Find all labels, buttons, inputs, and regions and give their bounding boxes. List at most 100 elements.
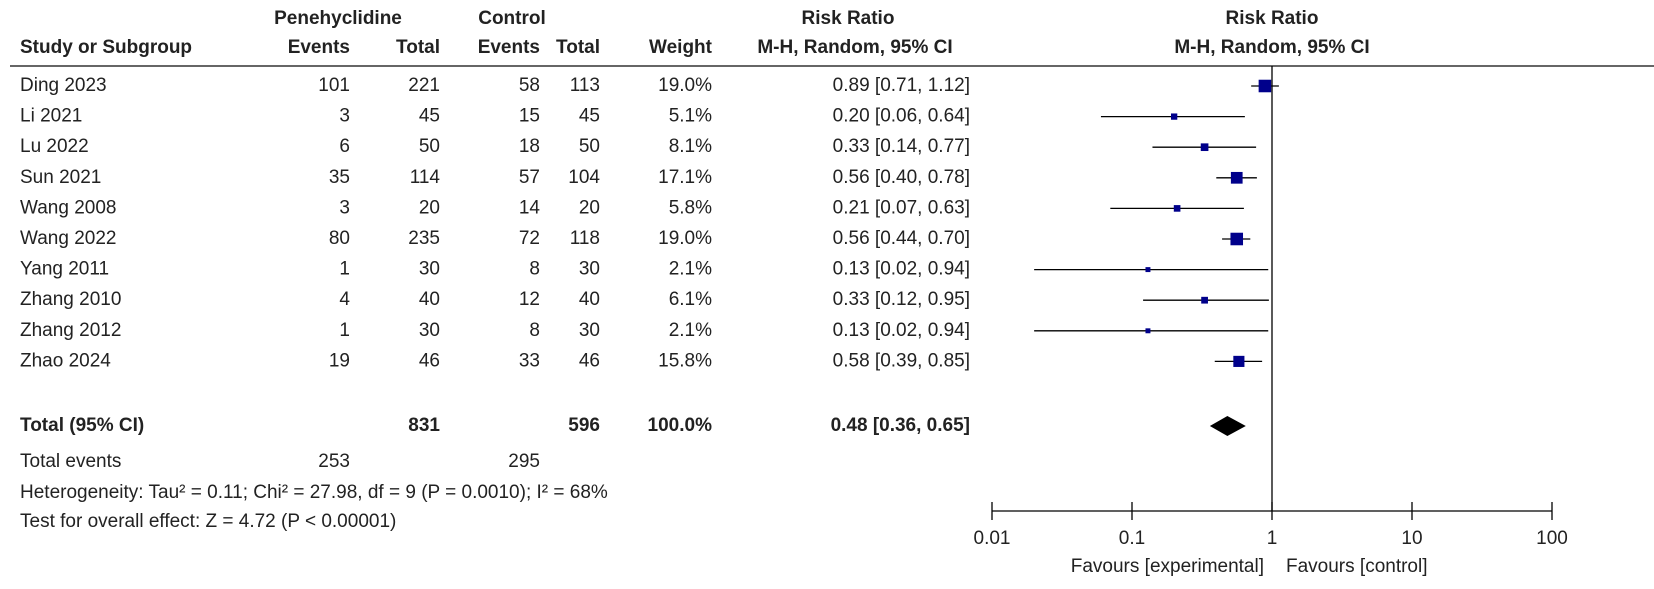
total-ctrl: 596	[568, 415, 600, 436]
exp-events: 35	[329, 167, 350, 188]
weight: 19.0%	[658, 228, 712, 249]
effect-square	[1258, 79, 1272, 93]
study-name: Zhang 2012	[20, 320, 121, 341]
group-header: Control	[478, 8, 546, 29]
study-name: Zhao 2024	[20, 350, 111, 371]
study-name: Zhang 2010	[20, 289, 121, 310]
exp-events: 80	[329, 228, 350, 249]
exp-total: 30	[419, 320, 440, 341]
exp-total: 50	[419, 136, 440, 157]
effect-square	[1145, 328, 1151, 334]
ctrl-events: 58	[519, 75, 540, 96]
ctrl-total: 46	[579, 350, 600, 371]
x-tick-label: 0.1	[1119, 528, 1145, 549]
ctrl-events: 57	[519, 167, 540, 188]
effect-square	[1201, 296, 1208, 304]
total-events-exp: 253	[318, 451, 350, 472]
effect-square	[1173, 205, 1181, 212]
exp-total: 30	[419, 259, 440, 280]
risk-ratio-ci: 0.33 [0.14, 0.77]	[833, 136, 970, 157]
ctrl-total: 40	[579, 289, 600, 310]
total-label: Total (95% CI)	[20, 415, 144, 436]
plot-header: Risk Ratio	[1226, 8, 1319, 29]
pooled-diamond	[1209, 416, 1246, 436]
exp-total: 40	[419, 289, 440, 310]
study-name: Lu 2022	[20, 136, 89, 157]
exp-total: 235	[408, 228, 440, 249]
ctrl-total: 118	[570, 228, 600, 249]
x-tick-label: 100	[1536, 528, 1568, 549]
exp-total: 45	[419, 106, 440, 127]
overall-effect: Test for overall effect: Z = 4.72 (P < 0…	[20, 511, 396, 532]
risk-ratio-ci: 0.56 [0.44, 0.70]	[833, 228, 970, 249]
study-name: Li 2021	[20, 106, 82, 127]
ctrl-events: 15	[519, 106, 540, 127]
ctrl-total: 50	[579, 136, 600, 157]
ctrl-events: 12	[519, 289, 540, 310]
exp-events: 4	[339, 289, 350, 310]
weight: 2.1%	[669, 320, 712, 341]
exp-events: 3	[339, 106, 350, 127]
ctrl-total: 104	[568, 167, 600, 188]
weight: 5.1%	[669, 106, 712, 127]
ctrl-total: 20	[579, 197, 600, 218]
ctrl-events: 18	[519, 136, 540, 157]
risk-ratio-ci: 0.33 [0.12, 0.95]	[833, 289, 970, 310]
exp-events: 1	[339, 259, 350, 280]
ctrl-events: 33	[519, 350, 540, 371]
risk-ratio-ci: 0.58 [0.39, 0.85]	[833, 350, 970, 371]
effect-square	[1230, 171, 1243, 184]
ctrl-events: 8	[529, 259, 540, 280]
exp-total: 114	[410, 167, 441, 188]
ctrl-total: 45	[579, 106, 600, 127]
column-header: Events	[288, 37, 350, 58]
total-events-label: Total events	[20, 451, 121, 472]
effect-square	[1170, 113, 1178, 120]
risk-ratio-ci: 0.89 [0.71, 1.12]	[833, 75, 970, 96]
effect-square	[1200, 143, 1209, 152]
study-name: Yang 2011	[20, 259, 109, 280]
exp-events: 19	[329, 350, 350, 371]
exp-total: 46	[419, 350, 440, 371]
group-header: Penehyclidine	[274, 8, 402, 29]
favours-right: Favours [control]	[1286, 556, 1428, 577]
x-tick-label: 0.01	[974, 528, 1011, 549]
exp-total: 20	[419, 197, 440, 218]
favours-left: Favours [experimental]	[1071, 556, 1264, 577]
exp-events: 3	[339, 197, 350, 218]
study-name: Wang 2022	[20, 228, 116, 249]
risk-ratio-ci: 0.21 [0.07, 0.63]	[833, 197, 970, 218]
x-tick-label: 1	[1267, 528, 1278, 549]
column-header: Weight	[649, 37, 713, 58]
exp-events: 6	[339, 136, 350, 157]
column-header: Study or Subgroup	[20, 37, 192, 58]
total-weight: 100.0%	[648, 415, 713, 436]
study-name: Ding 2023	[20, 75, 107, 96]
study-name: Wang 2008	[20, 197, 116, 218]
risk-ratio-ci: 0.13 [0.02, 0.94]	[833, 320, 970, 341]
weight: 5.8%	[669, 197, 712, 218]
weight: 15.8%	[658, 350, 712, 371]
risk-ratio-ci: 0.13 [0.02, 0.94]	[833, 259, 970, 280]
risk-ratio-ci: 0.20 [0.06, 0.64]	[833, 106, 970, 127]
exp-events: 101	[318, 75, 350, 96]
column-header: Events	[478, 37, 540, 58]
risk-ratio-ci: 0.56 [0.40, 0.78]	[833, 167, 970, 188]
exp-total: 221	[408, 75, 440, 96]
effect-square	[1145, 267, 1151, 273]
weight: 6.1%	[669, 289, 712, 310]
ctrl-total: 30	[579, 320, 600, 341]
weight: 8.1%	[669, 136, 712, 157]
total-rr: 0.48 [0.36, 0.65]	[831, 415, 970, 436]
ctrl-total: 30	[579, 259, 600, 280]
heterogeneity: Heterogeneity: Tau² = 0.11; Chi² = 27.98…	[20, 482, 608, 503]
study-name: Sun 2021	[20, 167, 101, 188]
column-header: Total	[396, 37, 440, 58]
effect-header: Risk Ratio	[802, 8, 895, 29]
total-exp: 831	[408, 415, 440, 436]
effect-square	[1233, 355, 1245, 367]
weight: 17.1%	[658, 167, 712, 188]
ctrl-events: 8	[529, 320, 540, 341]
ctrl-events: 14	[519, 197, 541, 218]
